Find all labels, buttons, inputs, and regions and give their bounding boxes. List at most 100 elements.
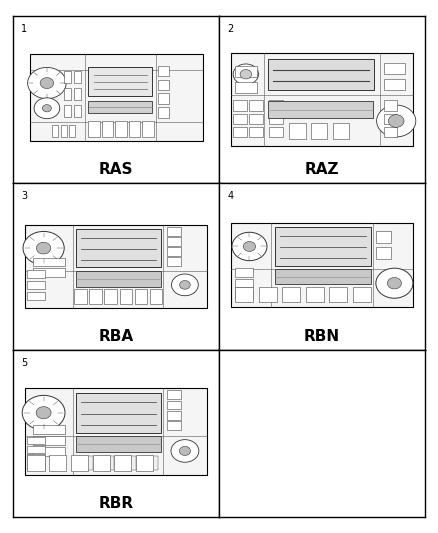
Bar (290, 123, 306, 139)
Bar (129, 122, 140, 137)
Bar (275, 247, 290, 259)
Text: 4: 4 (227, 191, 233, 201)
Circle shape (23, 231, 64, 265)
Bar (167, 247, 181, 256)
Bar (269, 114, 283, 124)
Circle shape (171, 440, 199, 462)
Text: RBA: RBA (99, 329, 134, 344)
Bar (76, 399, 91, 411)
Bar (167, 227, 181, 236)
Bar (64, 71, 71, 83)
Bar (33, 258, 65, 266)
Text: 3: 3 (21, 191, 28, 201)
Bar (74, 71, 81, 83)
Text: 2: 2 (227, 25, 233, 34)
Circle shape (180, 280, 190, 289)
Bar (384, 100, 397, 111)
Bar (269, 100, 283, 111)
Bar (27, 446, 46, 453)
Bar (353, 287, 371, 302)
Bar (258, 287, 277, 302)
Bar (33, 448, 65, 456)
Bar (167, 257, 181, 265)
Bar (120, 456, 136, 470)
Bar (69, 125, 75, 137)
Bar (120, 289, 132, 304)
Bar (76, 436, 161, 452)
Text: RAS: RAS (99, 162, 133, 177)
Bar (233, 100, 247, 111)
Bar (64, 88, 71, 100)
Bar (268, 59, 374, 90)
Bar (27, 270, 46, 278)
Bar (268, 101, 373, 118)
Bar (158, 93, 169, 104)
Bar (150, 289, 162, 304)
Circle shape (42, 104, 51, 112)
Bar (329, 287, 347, 302)
Bar (71, 455, 88, 471)
Bar (76, 236, 91, 247)
Bar (102, 122, 113, 137)
Circle shape (377, 105, 416, 137)
Bar (250, 114, 263, 124)
Bar (27, 437, 46, 444)
Bar (88, 68, 152, 96)
Bar (293, 247, 307, 259)
Bar (235, 66, 257, 77)
Bar (98, 456, 114, 470)
Bar (89, 289, 102, 304)
Bar (250, 127, 263, 137)
Bar (76, 456, 92, 470)
Bar (141, 456, 158, 470)
Circle shape (232, 232, 267, 261)
Bar (235, 287, 253, 302)
Bar (76, 229, 161, 268)
Bar (235, 279, 253, 287)
Bar (61, 125, 67, 137)
Bar (167, 422, 181, 430)
Circle shape (179, 447, 191, 456)
Bar (25, 225, 207, 308)
Bar (74, 105, 81, 117)
Text: RBN: RBN (304, 329, 340, 344)
Bar (27, 463, 46, 470)
Bar (333, 123, 349, 139)
Circle shape (36, 243, 51, 254)
Circle shape (244, 241, 256, 252)
Bar (115, 122, 127, 137)
Circle shape (22, 395, 65, 430)
Bar (293, 232, 307, 244)
Bar (167, 390, 181, 399)
Bar (231, 223, 413, 306)
Bar (27, 292, 46, 300)
Bar (235, 82, 257, 93)
Bar (136, 455, 153, 471)
Circle shape (34, 98, 60, 119)
Circle shape (376, 268, 413, 298)
Bar (33, 268, 65, 277)
Bar (269, 127, 283, 137)
Circle shape (240, 70, 251, 79)
Bar (158, 66, 169, 76)
Bar (94, 399, 109, 411)
Bar (88, 101, 152, 114)
Bar (33, 425, 65, 433)
Circle shape (40, 78, 53, 88)
Bar (74, 289, 87, 304)
Bar (74, 88, 81, 100)
Bar (311, 123, 327, 139)
Bar (94, 236, 109, 247)
Bar (142, 122, 154, 137)
Bar (33, 436, 65, 445)
Bar (306, 287, 324, 302)
Bar (167, 411, 181, 419)
Bar (235, 290, 253, 298)
Circle shape (389, 115, 404, 127)
Circle shape (172, 274, 198, 296)
Bar (92, 455, 110, 471)
Text: RBR: RBR (99, 496, 134, 511)
Bar (384, 79, 405, 90)
Bar (94, 251, 109, 262)
Bar (250, 100, 263, 111)
